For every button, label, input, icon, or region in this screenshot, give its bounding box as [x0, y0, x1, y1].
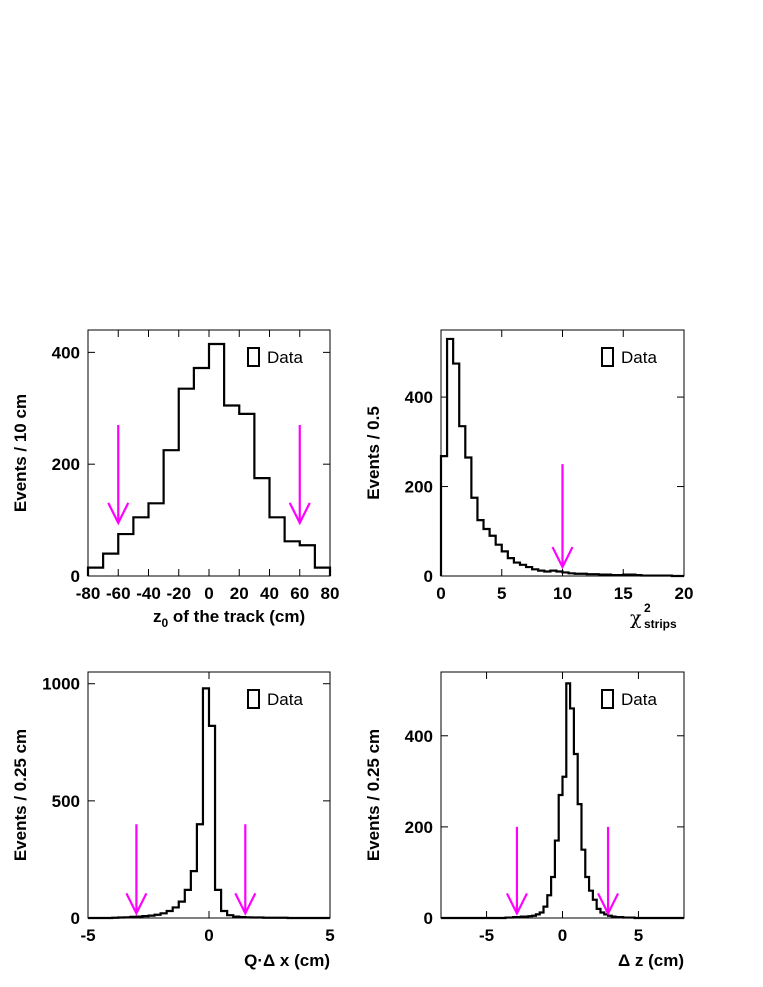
y-tick-label: 0 [71, 567, 80, 586]
x-tick-label: 15 [614, 584, 633, 603]
x-axis-label: z0 of the track (cm) [153, 607, 305, 630]
y-axis-label: Events / 0.25 cm [364, 729, 383, 861]
x-label-sub: 0 [162, 616, 169, 630]
histogram-series [441, 682, 684, 920]
x-tick-label: 0 [204, 926, 213, 945]
legend-label: Data [621, 690, 657, 709]
x-tick-label: 5 [325, 926, 334, 945]
histogram-series [86, 342, 332, 576]
x-label-main: z [153, 607, 162, 626]
cut-arrow-head [107, 502, 130, 526]
cut-arrow-head [597, 892, 620, 916]
y-tick-label: 200 [405, 818, 433, 837]
cut-arrow-head [125, 892, 148, 916]
y-tick-label: 200 [405, 478, 433, 497]
x-axis-label: Δ z (cm) [618, 951, 684, 970]
y-tick-label: 0 [424, 567, 433, 586]
x-tick-label: 20 [675, 584, 694, 603]
x-tick-label: 0 [436, 584, 445, 603]
panel-z0: -80 -60 -40 -20 0 20 40 60 80 0 200 400 Data Events /… [11, 329, 340, 630]
legend-swatch [601, 689, 614, 709]
legend-label: Data [267, 348, 303, 367]
y-tick-label: 200 [52, 455, 80, 474]
legend-swatch [601, 347, 614, 367]
cut-arrow-head [505, 892, 528, 916]
x-tick-label: -5 [80, 926, 95, 945]
legend-swatch [247, 689, 260, 709]
y-tick-label: 500 [52, 792, 80, 811]
y-tick-label: 0 [424, 909, 433, 928]
x-tick-label: 0 [204, 584, 213, 603]
x-axis-label: χ [630, 607, 642, 629]
legend-label: Data [267, 690, 303, 709]
cut-arrow-head [234, 892, 257, 916]
x-tick-label: 0 [558, 926, 567, 945]
x-tick-label: 5 [634, 926, 643, 945]
cut-arrow-head [288, 502, 311, 526]
x-label-sup: 2 [644, 601, 651, 615]
panel-dz: -5 0 5 0 200 400 Data Events / 0.25 cm Δ z (cm) [364, 671, 685, 970]
legend-swatch [247, 347, 260, 367]
x-tick-label: 80 [321, 584, 340, 603]
x-tick-label: -80 [76, 584, 101, 603]
x-label-sub: strips [644, 617, 677, 631]
x-tick-label: -40 [136, 584, 161, 603]
cut-arrow-head [551, 546, 574, 570]
y-axis-label: Events / 0.5 [364, 406, 383, 500]
y-tick-label: 1000 [42, 675, 80, 694]
y-tick-label: 400 [52, 343, 80, 362]
x-label-chi: χ [630, 607, 642, 629]
x-tick-label: 5 [497, 584, 506, 603]
legend-label: Data [621, 348, 657, 367]
y-axis-label: Events / 0.25 cm [11, 729, 30, 861]
y-axis-label: Events / 10 cm [11, 394, 30, 512]
x-label-rest: of the track (cm) [168, 607, 305, 626]
x-tick-label: -60 [106, 584, 131, 603]
y-tick-label: 0 [71, 909, 80, 928]
x-axis-label: Q·Δ x (cm) [244, 951, 330, 970]
y-tick-label: 400 [405, 727, 433, 746]
x-tick-label: 20 [230, 584, 249, 603]
x-tick-label: -5 [479, 926, 494, 945]
histogram-series [439, 337, 684, 578]
x-tick-label: -20 [166, 584, 191, 603]
x-tick-label: 60 [290, 584, 309, 603]
x-tick-label: 40 [260, 584, 279, 603]
x-tick-label: 10 [553, 584, 572, 603]
histogram-series [88, 687, 330, 920]
y-tick-label: 400 [405, 388, 433, 407]
